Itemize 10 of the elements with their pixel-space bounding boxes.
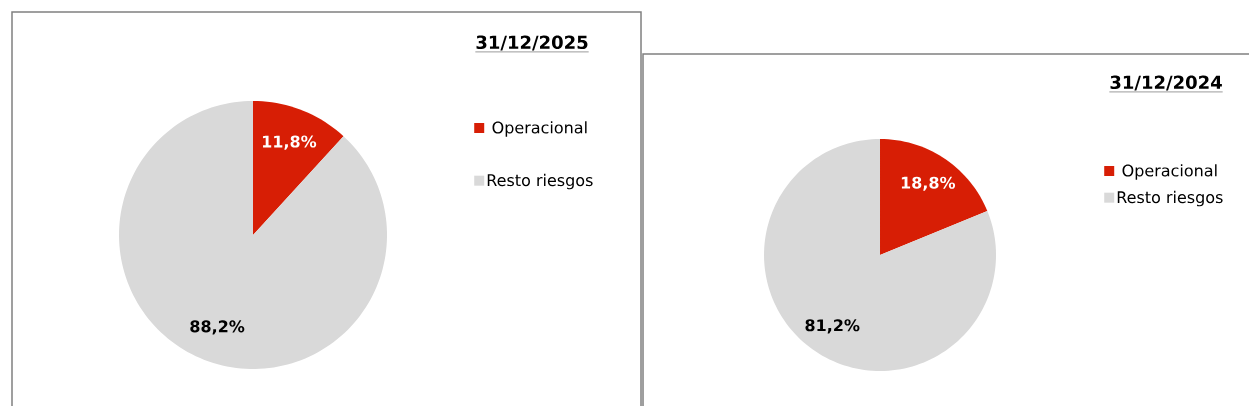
chart-title: 31/12/2024 — [1110, 75, 1222, 91]
data-label: 88,2% — [190, 320, 245, 335]
chart-title: 31/12/2025 — [476, 35, 588, 51]
legend-label: Resto riesgos — [1117, 190, 1223, 207]
legend-label: Resto riesgos — [487, 173, 593, 190]
legend-label: Operacional — [1122, 164, 1217, 180]
data-label: 11,8% — [262, 135, 317, 150]
data-label: 18,8% — [901, 176, 956, 191]
data-label: 81,2% — [805, 319, 860, 334]
legend-label: Operacional — [492, 121, 587, 137]
